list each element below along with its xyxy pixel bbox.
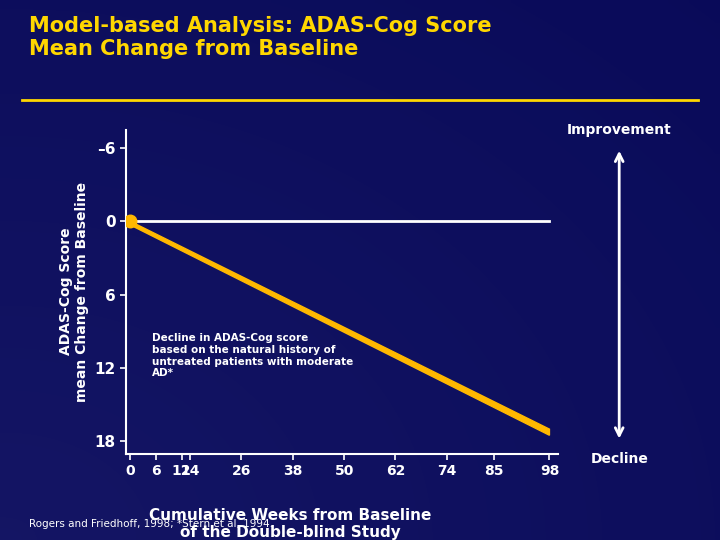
Text: Decline: Decline — [590, 452, 648, 466]
Polygon shape — [130, 221, 549, 435]
Y-axis label: ADAS-Cog Score
mean Change from Baseline: ADAS-Cog Score mean Change from Baseline — [58, 181, 89, 402]
Text: Rogers and Friedhoff, 1998; *Stern et al, 1994.: Rogers and Friedhoff, 1998; *Stern et al… — [29, 519, 273, 529]
Text: Decline in ADAS-Cog score
based on the natural history of
untreated patients wit: Decline in ADAS-Cog score based on the n… — [152, 333, 353, 378]
Text: Cumulative Weeks from Baseline
of the Double-blind Study: Cumulative Weeks from Baseline of the Do… — [149, 508, 431, 540]
Text: Improvement: Improvement — [567, 123, 672, 137]
Text: Model-based Analysis: ADAS-Cog Score
Mean Change from Baseline: Model-based Analysis: ADAS-Cog Score Mea… — [29, 16, 492, 59]
